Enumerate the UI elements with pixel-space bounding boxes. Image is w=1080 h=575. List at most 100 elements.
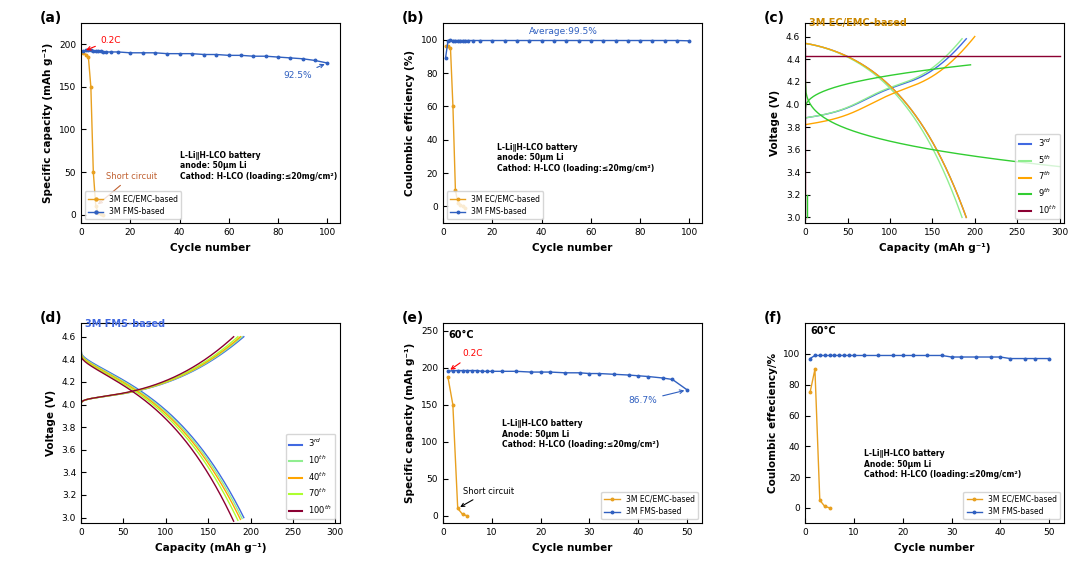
3M FMS-based bbox=[111, 48, 124, 55]
3M EC/EMC-based bbox=[444, 45, 457, 52]
3M FMS-based bbox=[659, 37, 672, 44]
Legend: 3$^{rd}$, 10$^{th}$, 40$^{th}$, 70$^{th}$, 100$^{th}$: 3$^{rd}$, 10$^{th}$, 40$^{th}$, 70$^{th}… bbox=[286, 434, 336, 519]
3M FMS-based bbox=[809, 352, 822, 359]
Line: 3M EC/EMC-based: 3M EC/EMC-based bbox=[82, 52, 105, 216]
3M FMS-based bbox=[498, 37, 511, 44]
3M FMS-based bbox=[247, 53, 260, 60]
3M EC/EMC-based bbox=[823, 504, 836, 511]
3M FMS-based bbox=[485, 368, 498, 375]
3M EC/EMC-based bbox=[449, 186, 462, 193]
3M FMS-based bbox=[558, 369, 571, 376]
3M FMS-based bbox=[683, 37, 696, 44]
3M FMS-based bbox=[92, 48, 105, 55]
3M FMS-based bbox=[935, 352, 948, 359]
3M FMS-based bbox=[309, 57, 322, 64]
3M FMS-based bbox=[471, 367, 484, 374]
X-axis label: Cycle number: Cycle number bbox=[894, 543, 974, 553]
3M FMS-based bbox=[548, 37, 561, 44]
3M FMS-based bbox=[680, 386, 693, 393]
Y-axis label: Voltage (V): Voltage (V) bbox=[770, 90, 781, 156]
3M EC/EMC-based bbox=[459, 205, 472, 212]
3M FMS-based bbox=[440, 55, 453, 62]
3M FMS-based bbox=[104, 48, 117, 55]
3M FMS-based bbox=[955, 354, 968, 361]
3M EC/EMC-based bbox=[804, 389, 816, 396]
3M FMS-based bbox=[444, 37, 457, 44]
3M FMS-based bbox=[1028, 355, 1041, 362]
3M EC/EMC-based bbox=[80, 51, 93, 58]
3M FMS-based bbox=[84, 47, 97, 53]
3M FMS-based bbox=[457, 37, 470, 44]
3M FMS-based bbox=[671, 37, 684, 44]
3M EC/EMC-based bbox=[451, 200, 464, 206]
3M FMS-based bbox=[449, 37, 462, 44]
Line: 3M FMS-based: 3M FMS-based bbox=[447, 369, 688, 391]
3M FMS-based bbox=[535, 37, 548, 44]
Text: 0.2C: 0.2C bbox=[87, 36, 121, 50]
3M FMS-based bbox=[80, 47, 93, 53]
3M EC/EMC-based bbox=[461, 512, 474, 519]
3M FMS-based bbox=[525, 369, 538, 375]
3M FMS-based bbox=[456, 367, 469, 374]
3M FMS-based bbox=[804, 355, 816, 362]
3M FMS-based bbox=[259, 53, 272, 60]
3M FMS-based bbox=[970, 354, 983, 361]
3M FMS-based bbox=[609, 37, 622, 44]
3M FMS-based bbox=[920, 352, 933, 359]
3M FMS-based bbox=[136, 49, 149, 56]
3M EC/EMC-based bbox=[94, 210, 107, 217]
3M FMS-based bbox=[148, 49, 161, 56]
3M EC/EMC-based bbox=[82, 53, 95, 60]
3M FMS-based bbox=[828, 352, 841, 359]
3M FMS-based bbox=[572, 37, 585, 44]
Legend: 3M EC/EMC-based, 3M FMS-based: 3M EC/EMC-based, 3M FMS-based bbox=[963, 492, 1059, 519]
3M FMS-based bbox=[459, 37, 472, 44]
3M FMS-based bbox=[198, 51, 211, 58]
3M FMS-based bbox=[646, 37, 659, 44]
Line: 3M FMS-based: 3M FMS-based bbox=[444, 39, 690, 59]
3M FMS-based bbox=[271, 53, 284, 60]
3M FMS-based bbox=[284, 55, 297, 62]
3M FMS-based bbox=[632, 373, 645, 380]
3M FMS-based bbox=[296, 55, 309, 62]
3M FMS-based bbox=[210, 51, 222, 58]
Text: (d): (d) bbox=[40, 311, 63, 325]
3M EC/EMC-based bbox=[454, 201, 467, 208]
3M FMS-based bbox=[906, 352, 919, 359]
Legend: 3M EC/EMC-based, 3M FMS-based: 3M EC/EMC-based, 3M FMS-based bbox=[602, 492, 698, 519]
3M FMS-based bbox=[1018, 355, 1031, 362]
3M FMS-based bbox=[657, 374, 670, 381]
X-axis label: Capacity (mAh g⁻¹): Capacity (mAh g⁻¹) bbox=[879, 243, 990, 252]
3M FMS-based bbox=[446, 37, 459, 44]
Text: L-Li∥H-LCO battery
Anode: 50μm Li
Cathod: H-LCO (loading:≤20mg/cm²): L-Li∥H-LCO battery Anode: 50μm Li Cathod… bbox=[501, 420, 659, 449]
3M FMS-based bbox=[642, 373, 654, 380]
3M FMS-based bbox=[634, 37, 647, 44]
3M FMS-based bbox=[495, 368, 508, 375]
Text: 92.5%: 92.5% bbox=[283, 64, 324, 81]
Legend: 3M EC/EMC-based, 3M FMS-based: 3M EC/EMC-based, 3M FMS-based bbox=[447, 191, 543, 219]
X-axis label: Cycle number: Cycle number bbox=[532, 243, 612, 252]
3M FMS-based bbox=[848, 352, 861, 359]
3M EC/EMC-based bbox=[446, 103, 459, 110]
3M EC/EMC-based bbox=[809, 366, 822, 373]
3M EC/EMC-based bbox=[442, 43, 455, 50]
3M EC/EMC-based bbox=[92, 209, 105, 216]
3M EC/EMC-based bbox=[456, 511, 469, 518]
3M FMS-based bbox=[593, 370, 606, 377]
3M FMS-based bbox=[97, 48, 110, 55]
3M FMS-based bbox=[124, 49, 137, 56]
Text: L-Li∥H-LCO battery
Anode: 50μm Li
Cathod: H-LCO (loading:≤20mg/cm²): L-Li∥H-LCO battery Anode: 50μm Li Cathod… bbox=[864, 450, 1021, 479]
X-axis label: Capacity (mAh g⁻¹): Capacity (mAh g⁻¹) bbox=[154, 543, 266, 553]
3M FMS-based bbox=[559, 37, 572, 44]
3M FMS-based bbox=[858, 352, 870, 359]
3M FMS-based bbox=[90, 48, 103, 55]
3M FMS-based bbox=[461, 37, 474, 44]
3M FMS-based bbox=[622, 371, 635, 378]
Text: L-Li∥H-LCO battery
anode: 50μm Li
Cathod: H-LCO (loading:≤20mg/cm²): L-Li∥H-LCO battery anode: 50μm Li Cathod… bbox=[179, 151, 337, 181]
3M FMS-based bbox=[186, 50, 199, 57]
3M FMS-based bbox=[451, 37, 464, 44]
3M FMS-based bbox=[666, 376, 679, 383]
3M FMS-based bbox=[1003, 355, 1016, 362]
3M FMS-based bbox=[823, 352, 836, 359]
3M FMS-based bbox=[510, 368, 523, 375]
